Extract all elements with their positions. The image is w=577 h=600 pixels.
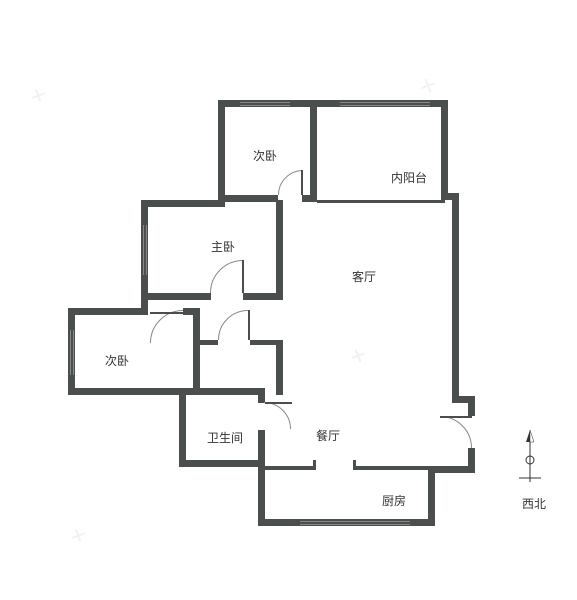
label-dining: 餐厅 xyxy=(316,427,340,444)
wall xyxy=(218,100,225,207)
wall xyxy=(258,466,265,526)
label-bathroom: 卫生间 xyxy=(207,429,243,446)
wall xyxy=(452,193,459,403)
window xyxy=(340,105,430,106)
label-balcony: 内阳台 xyxy=(391,169,427,186)
label-bedroom2-top: 次卧 xyxy=(253,147,277,164)
watermark: + xyxy=(415,68,441,104)
window xyxy=(73,330,74,375)
window xyxy=(70,330,71,375)
wall xyxy=(276,340,283,395)
wall xyxy=(355,466,435,470)
door-leaf xyxy=(265,402,292,404)
window xyxy=(146,225,147,275)
watermark: + xyxy=(345,338,371,374)
wall xyxy=(310,100,317,202)
compass-label: 西北 xyxy=(522,495,546,512)
watermark: + xyxy=(65,518,91,554)
wall xyxy=(353,460,356,470)
door-leaf xyxy=(440,416,472,418)
wall xyxy=(179,388,186,467)
wall xyxy=(179,388,265,395)
window xyxy=(240,105,290,106)
wall xyxy=(313,460,316,470)
door-leaf xyxy=(248,310,250,340)
compass-icon xyxy=(515,430,545,495)
window xyxy=(240,102,290,103)
wall xyxy=(250,340,283,345)
wall xyxy=(265,466,315,470)
wall xyxy=(243,293,283,300)
wall xyxy=(141,293,211,300)
window xyxy=(340,102,430,103)
wall xyxy=(68,308,148,315)
wall xyxy=(468,396,475,416)
window xyxy=(300,521,410,522)
door-leaf xyxy=(301,170,303,195)
wall xyxy=(218,195,278,202)
wall xyxy=(179,460,265,467)
wall xyxy=(428,466,435,526)
wall xyxy=(68,388,186,395)
label-master-bedroom: 主卧 xyxy=(211,238,235,255)
wall xyxy=(141,200,225,207)
watermark: + xyxy=(25,78,51,114)
wall xyxy=(193,308,200,395)
wall xyxy=(193,340,218,345)
wall xyxy=(276,200,283,300)
window xyxy=(143,225,144,275)
wall xyxy=(317,200,445,203)
label-kitchen: 厨房 xyxy=(382,492,406,509)
floorplan-canvas: + + + + xyxy=(0,0,577,600)
wall xyxy=(441,100,448,200)
wall xyxy=(258,388,265,403)
wall xyxy=(428,466,475,473)
label-living-room: 客厅 xyxy=(352,268,376,285)
door-leaf xyxy=(150,312,183,314)
window xyxy=(300,524,410,525)
wall xyxy=(183,308,200,315)
label-bedroom2-left: 次卧 xyxy=(105,352,129,369)
door-leaf xyxy=(242,260,244,293)
wall xyxy=(258,430,265,467)
